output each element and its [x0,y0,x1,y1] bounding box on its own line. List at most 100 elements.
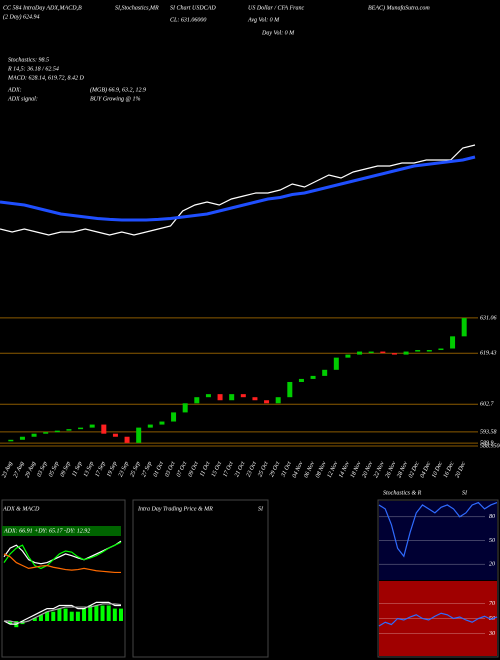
hist-bar [8,621,13,625]
candle [287,381,293,398]
candle [357,351,363,355]
y-tick-label: 50 [489,538,495,544]
hist-bar [63,608,68,621]
candle [43,432,49,434]
header-text: (2 Day) 624.94 [3,13,40,20]
header-text: BUY Growing @ 1% [90,96,140,102]
header-text: SI Chart USDCAD [170,5,216,11]
series-line [3,541,122,570]
hist-bar [57,608,62,621]
y-tick-label: 20 [489,562,495,568]
candle [217,394,223,401]
candle [368,351,374,354]
panel-label: ADX: 66.91 +DY: 65.17 -DY: 12.92 [3,528,90,534]
y-tick-label: 589.9 [480,441,494,447]
hist-bar [100,605,105,621]
header-text: CC 584 IntraDay ADX,MACD,B [3,4,82,11]
candle [415,350,421,352]
hist-bar [88,605,93,621]
candle [461,318,467,337]
y-tick-label: 631.06 [480,315,497,321]
header-text: BEAC) MunafaSutra.com [368,4,430,11]
header-text: (MGB) 66.9, 63.2, 12.9 [90,86,146,93]
candle [182,403,188,413]
candle [205,394,211,398]
header-text: MACD: 628.14, 619.72, 8.42 D [7,74,84,81]
hist-bar [119,608,123,621]
candle [322,369,328,376]
header-text: CL: 631.06000 [170,17,206,23]
candle [101,424,107,434]
candle [8,439,14,442]
candle [264,400,270,404]
panel-title: Intra Day Trading Price & MR [137,506,213,512]
candle [345,354,351,358]
candle [89,424,95,428]
candle [438,348,444,351]
panel-subtitle: SI [258,506,264,512]
candle [240,394,246,398]
hist-bar [32,617,37,621]
series-line [3,601,121,625]
candle [124,436,130,443]
hist-bar [69,611,74,621]
panel-title: Stochastics & R [383,490,422,496]
hist-bar [38,614,43,621]
candle [403,351,409,355]
candle [78,427,84,430]
y-tick-label: 30 [488,631,495,637]
y-tick-label: 70 [489,601,495,607]
candle [171,412,177,422]
y-tick-label: 80 [489,514,495,520]
hist-bar [45,611,50,621]
hist-bar [51,611,56,621]
series-line [4,603,122,624]
candle [19,436,25,440]
candle [252,397,258,401]
header-text: SI,Stochastics,MR [115,5,159,11]
candle [54,430,60,433]
candle [380,351,386,354]
y-tick-label: 619.43 [480,350,497,357]
intraday-box [132,499,269,658]
candle [136,427,142,443]
header-text: US Dollar / CFA Franc [248,5,304,11]
series-line [0,155,476,222]
adx-box [1,499,126,658]
header-text: R 14,5: 36.18 / 62.54 [7,65,59,72]
candle [194,397,200,404]
stoch-box [377,499,499,658]
candle [310,375,316,379]
series-line [0,144,476,236]
candle [147,424,153,428]
header-text: ADX: [7,87,22,93]
y-tick-label: 593.58 [480,429,497,435]
hist-bar [106,605,111,621]
series-line [378,501,498,558]
panel-title: ADX & MACD [2,506,40,512]
candle [31,433,37,437]
y-tick-label: 602.7 [480,402,495,408]
hist-bar [94,605,99,621]
candle [333,357,339,370]
candle [391,353,397,355]
header-text: Avg Vol: 0 M [247,17,280,23]
header-text: Day Vol: 0 M [261,30,295,36]
y-tick-label: 588.9506 [480,443,500,449]
hist-bar [112,608,117,621]
candle [66,429,72,431]
header-text: Stochastics: 98.5 [8,57,49,63]
header-text: ADX signal: [7,96,38,102]
series-line [378,612,498,627]
candle [426,350,432,352]
candle [275,397,281,404]
candle [112,433,118,437]
hist-bar [82,608,87,621]
label-bg [2,526,121,536]
candle [159,421,165,425]
candle [298,378,304,382]
candle [450,336,456,349]
series-line [3,553,121,574]
